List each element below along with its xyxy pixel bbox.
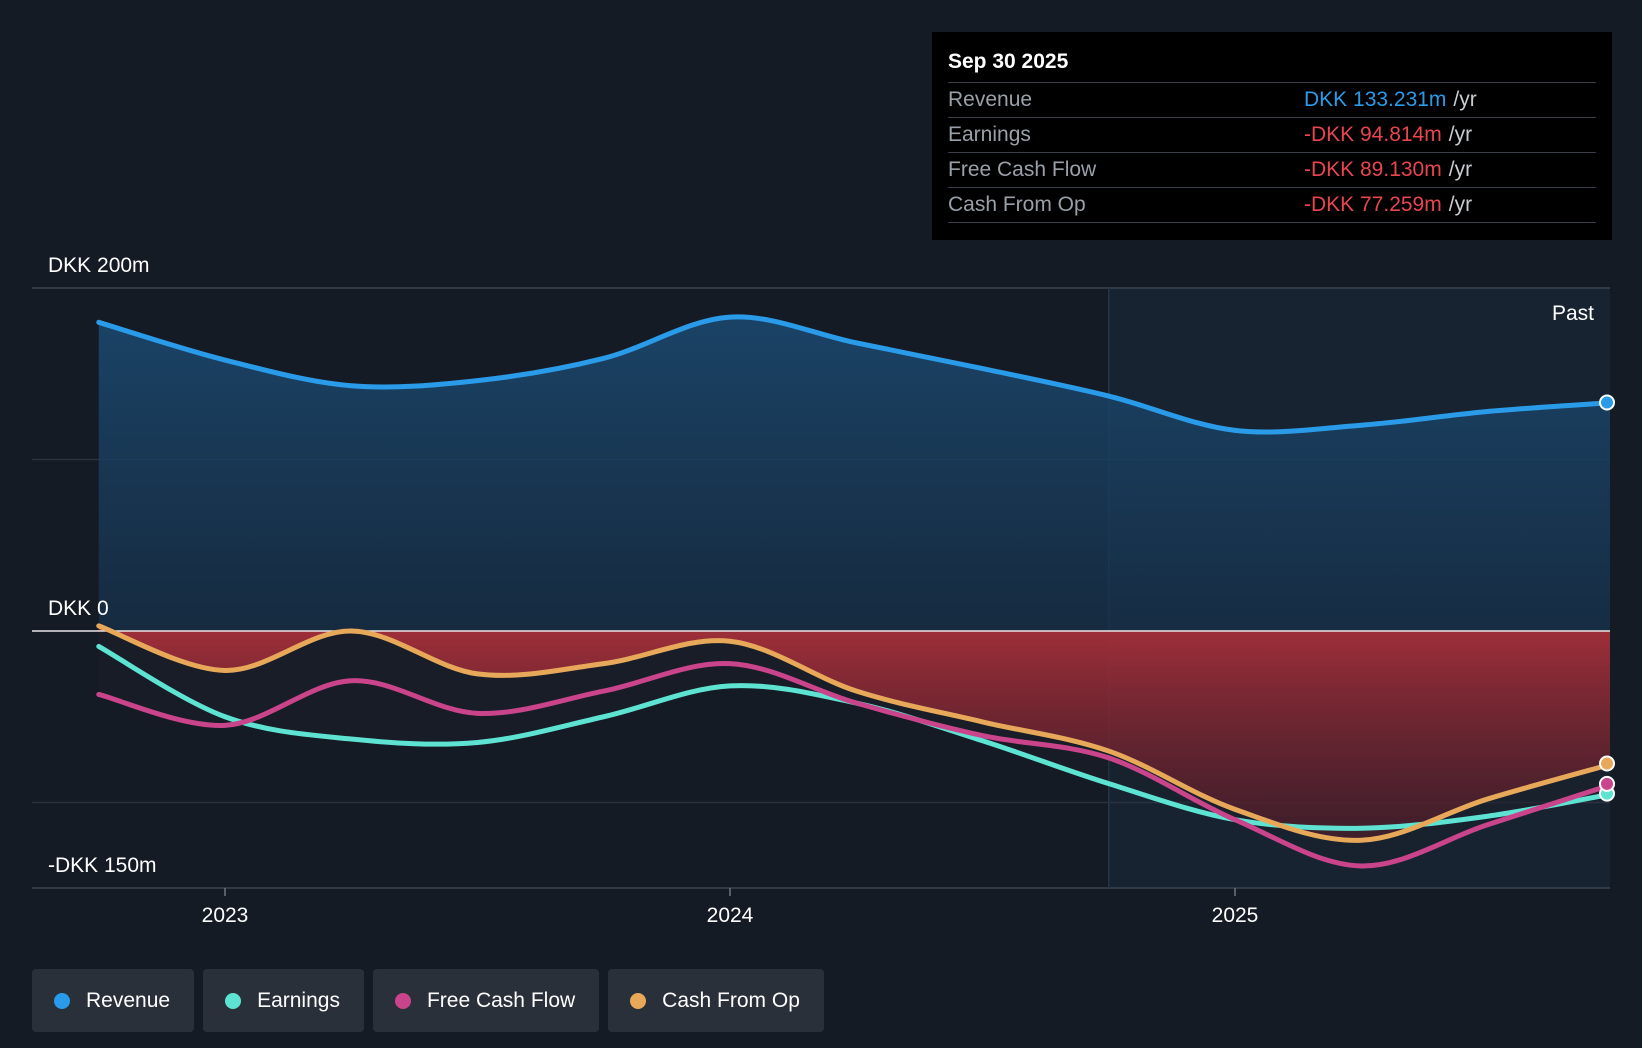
- tooltip-date: Sep 30 2025: [948, 46, 1596, 83]
- x-tick-label: 2023: [202, 904, 249, 927]
- revenue-area: [98, 316, 1610, 631]
- free-cash-flow-dot-icon: [394, 992, 411, 1009]
- cash-from-op-line: [96, 623, 1610, 843]
- tooltip-row-cash-from-op: Cash From Op -DKK 77.259m/yr: [948, 188, 1596, 223]
- legend-item-cash-from-op[interactable]: Cash From Op: [608, 969, 824, 1032]
- legend: Revenue Earnings Free Cash Flow Cash Fro…: [32, 969, 824, 1032]
- free-cash-flow-end-point[interactable]: [1599, 775, 1615, 792]
- series-lines: [96, 314, 1610, 869]
- y-label-bottom: -DKK 150m: [48, 854, 157, 877]
- cash-from-op-end-point[interactable]: [1599, 755, 1615, 772]
- tooltip-row-free-cash-flow: Free Cash Flow -DKK 89.130m/yr: [948, 153, 1596, 188]
- legend-label: Earnings: [257, 988, 340, 1012]
- x-axis: 2023 2024 2025: [202, 888, 1259, 927]
- series-end-dots: [1599, 394, 1615, 802]
- tooltip-value: DKK 133.231m/yr: [1304, 88, 1477, 111]
- cash-from-op-area: [98, 625, 1610, 841]
- past-label: Past: [1552, 302, 1594, 325]
- revenue-end-point[interactable]: [1599, 394, 1615, 411]
- legend-label: Revenue: [86, 988, 171, 1012]
- legend-item-revenue[interactable]: Revenue: [32, 969, 195, 1032]
- tooltip: Sep 30 2025 Revenue DKK 133.231m/yr Earn…: [932, 32, 1612, 240]
- tooltip-label: Revenue: [948, 88, 1033, 111]
- revenue-line: [96, 314, 1610, 435]
- legend-item-earnings[interactable]: Earnings: [203, 969, 364, 1032]
- y-label-top: DKK 200m: [48, 254, 150, 277]
- earnings-dot-icon: [225, 992, 242, 1009]
- legend-label: Cash From Op: [662, 988, 800, 1012]
- legend-label: Free Cash Flow: [426, 988, 576, 1012]
- cash-from-op-dot-icon: [630, 992, 647, 1009]
- tooltip-label: Cash From Op: [948, 193, 1086, 216]
- tooltip-value: -DKK 77.259m/yr: [1304, 193, 1473, 216]
- tooltip-row-revenue: Revenue DKK 133.231m/yr: [948, 83, 1596, 118]
- legend-item-free-cash-flow[interactable]: Free Cash Flow: [372, 969, 600, 1032]
- tooltip-value: -DKK 89.130m/yr: [1304, 158, 1473, 181]
- free-cash-flow-line: [96, 661, 1610, 869]
- x-tick-label: 2024: [707, 904, 754, 927]
- tooltip-value: -DKK 94.814m/yr: [1304, 123, 1473, 146]
- tooltip-label: Free Cash Flow: [948, 158, 1097, 181]
- y-label-zero: DKK 0: [48, 597, 109, 620]
- tooltip-row-earnings: Earnings -DKK 94.814m/yr: [948, 118, 1596, 153]
- revenue-dot-icon: [54, 992, 70, 1009]
- tooltip-label: Earnings: [948, 123, 1031, 146]
- x-tick-label: 2025: [1212, 904, 1259, 927]
